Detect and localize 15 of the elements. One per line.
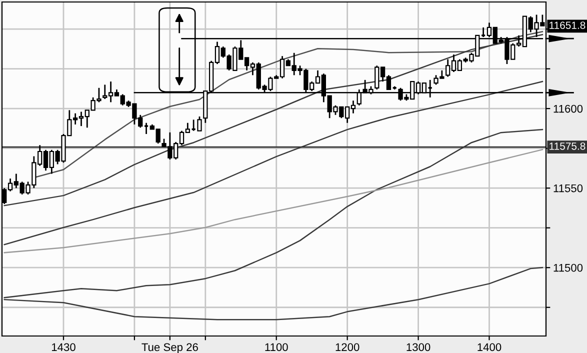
line-series [4, 148, 544, 254]
candlestick [144, 122, 149, 135]
line-series [4, 80, 544, 246]
x-tick-label: 1300 [406, 343, 430, 352]
x-tick-label: 1100 [265, 343, 288, 352]
x-tick-label: Tue Sep 26 [142, 343, 198, 353]
y-tick-label: 11600 [554, 104, 583, 113]
x-tick-label: 1430 [52, 343, 76, 352]
line-series [4, 34, 544, 206]
annotation: 11651.8 [550, 22, 586, 29]
y-tick-label: 11500 [554, 264, 583, 272]
x-tick-label: 1400 [478, 343, 502, 352]
x-tick-label: 1200 [336, 343, 360, 352]
ref-line-label: 11575.8 [550, 142, 586, 150]
y-tick-label: 11550 [554, 184, 583, 192]
